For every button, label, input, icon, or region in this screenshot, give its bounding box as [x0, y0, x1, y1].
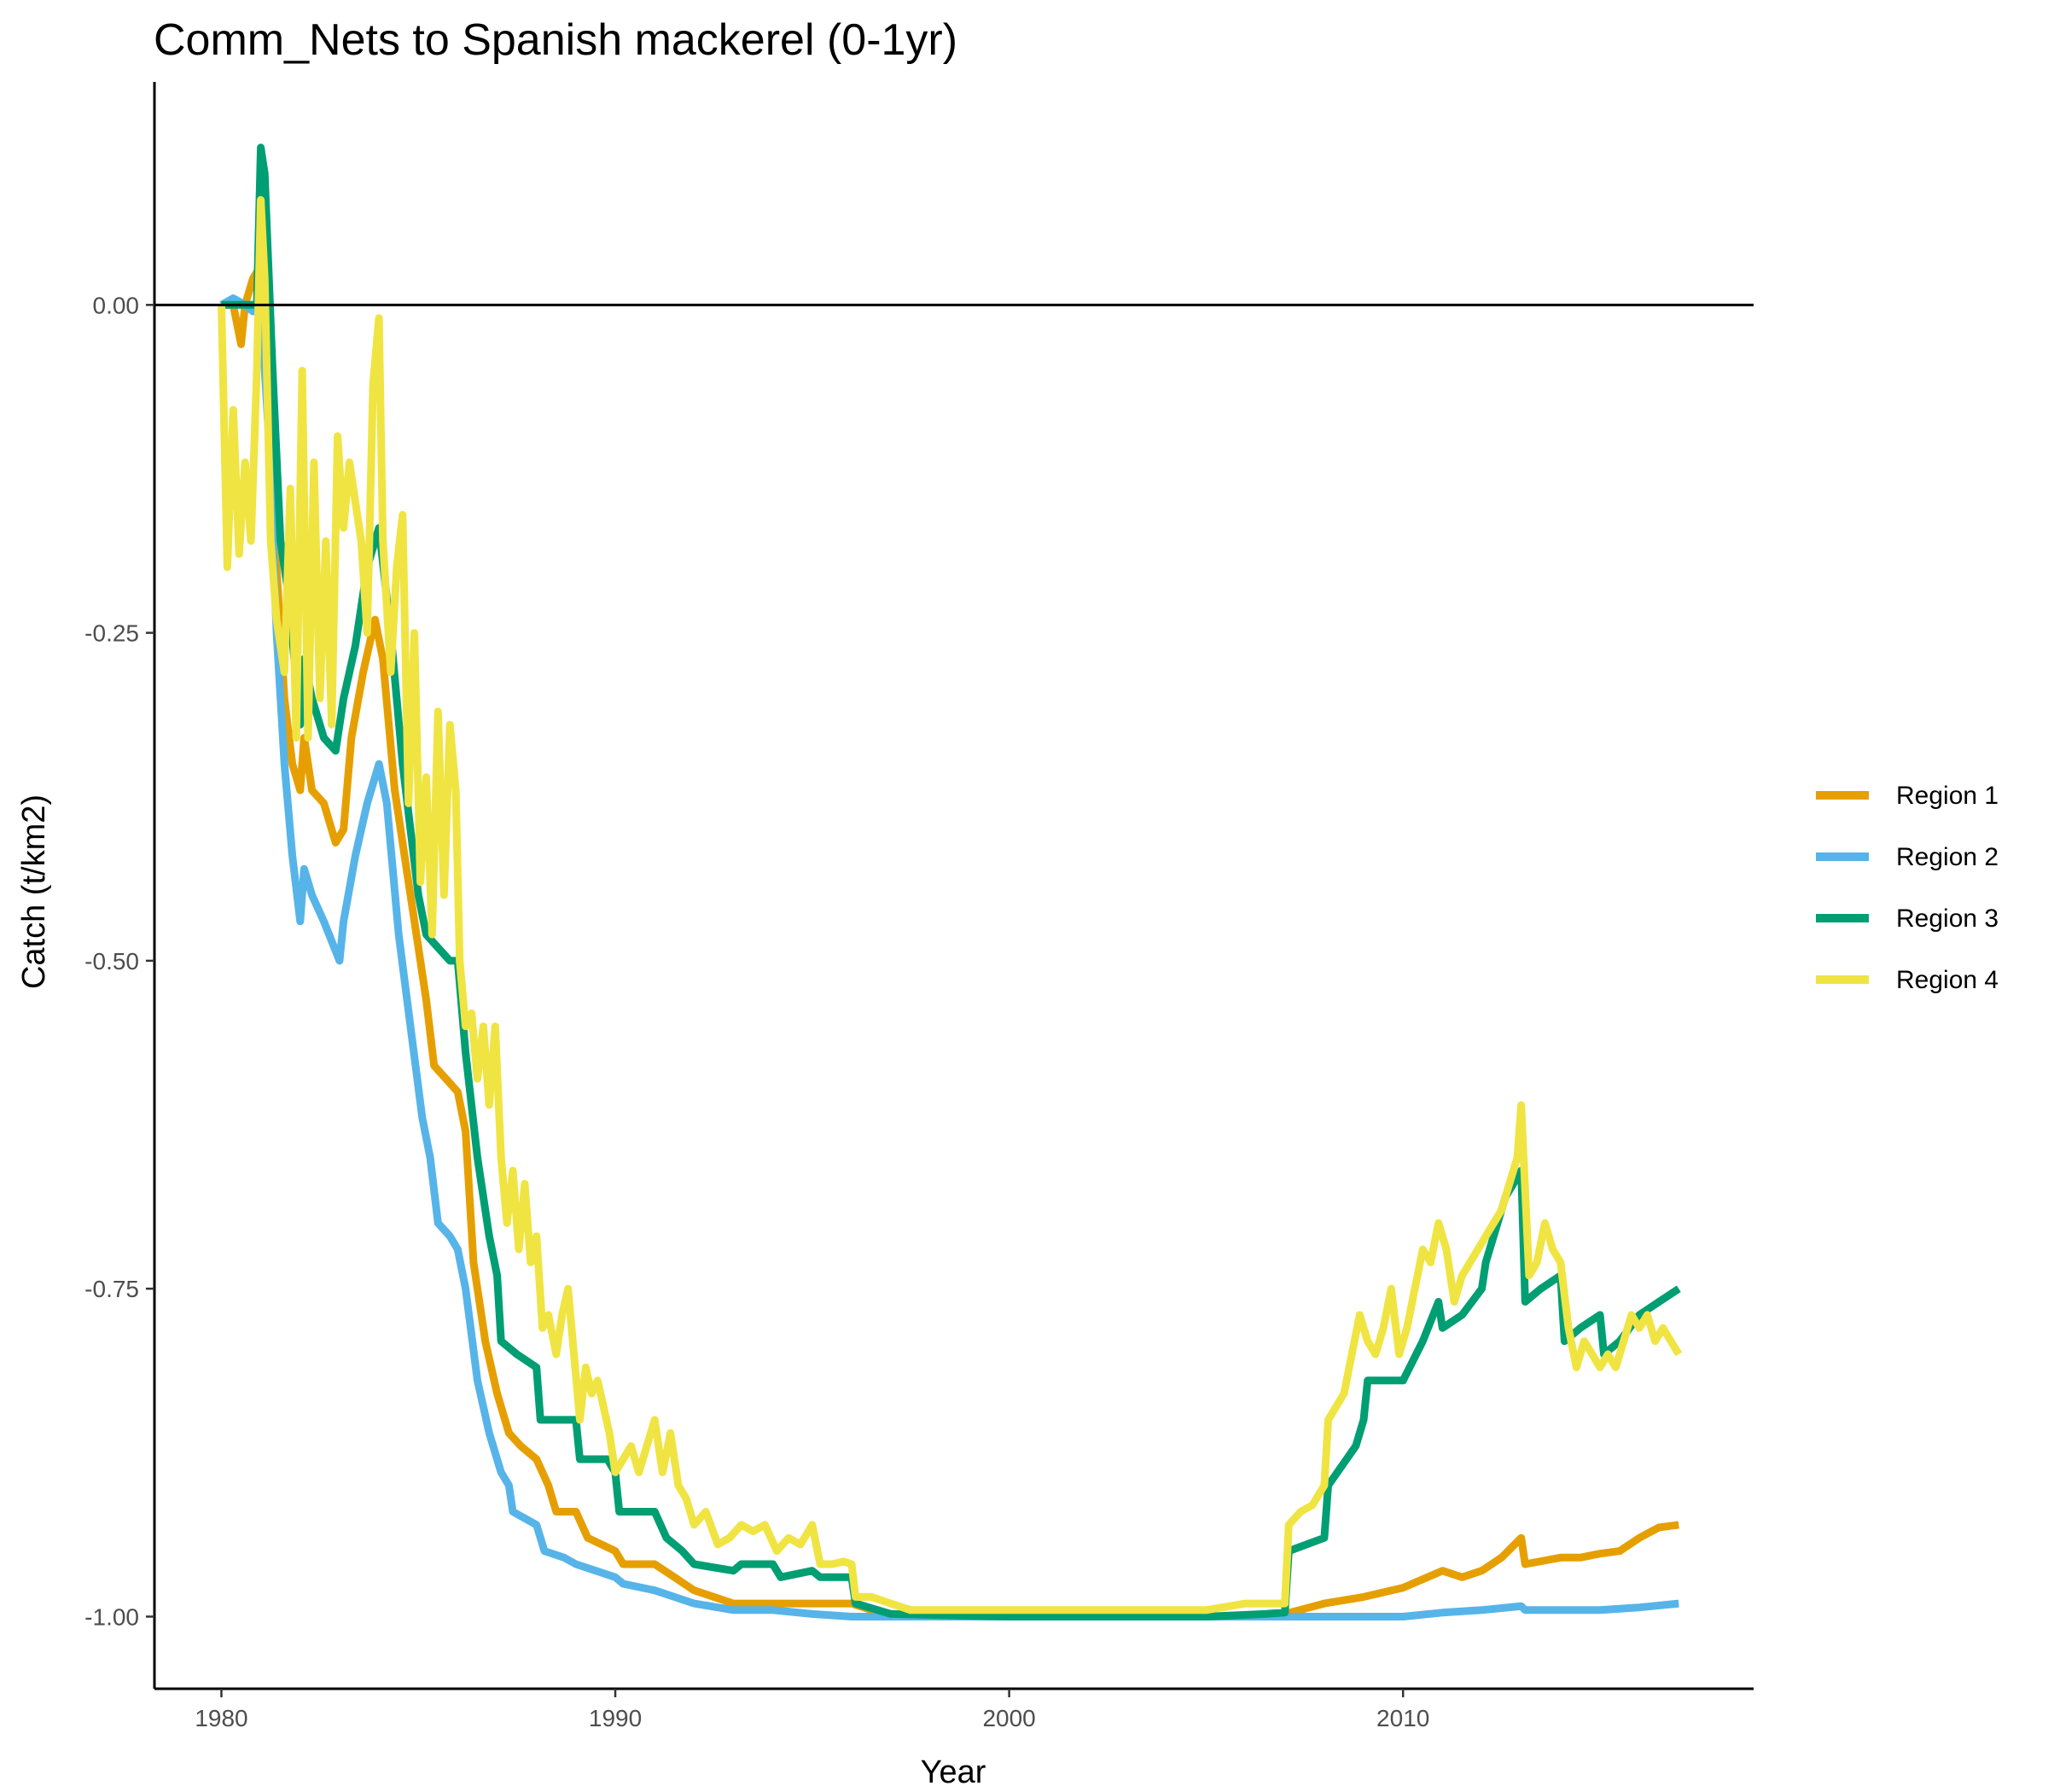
series-line-region-4 — [218, 195, 1683, 1615]
y-tick-label: -0.50 — [84, 948, 139, 975]
x-tick-label: 2000 — [982, 1705, 1035, 1731]
y-tick-label: 0.00 — [93, 292, 140, 318]
legend-label-region-3: Region 3 — [1896, 905, 1999, 933]
series-line-region-2 — [219, 294, 1679, 1620]
y-tick-label: -0.75 — [84, 1276, 139, 1302]
x-tick-label: 1990 — [589, 1705, 642, 1731]
y-axis: 0.00 -0.25 -0.50 -0.75 -1.00 — [84, 292, 154, 1630]
legend-label-region-1: Region 1 — [1896, 782, 1999, 810]
x-tick-label: 1980 — [195, 1705, 247, 1731]
legend-label-region-2: Region 2 — [1896, 843, 1999, 871]
x-axis: 1980 1990 2000 2010 — [195, 1689, 1429, 1731]
y-tick-label: -1.00 — [84, 1603, 139, 1630]
legend: Region 1 Region 2 Region 3 Region 4 — [1816, 782, 1999, 994]
x-axis-title: Year — [921, 1754, 986, 1790]
chart-title: Comm_Nets to Spanish mackerel (0-1yr) — [154, 15, 957, 65]
y-axis-title: Catch (t/km2) — [16, 794, 52, 989]
legend-label-region-4: Region 4 — [1896, 966, 1999, 994]
series-line-region-3 — [221, 143, 1681, 1620]
series-line-region-1 — [221, 261, 1679, 1620]
plot-panel — [153, 82, 1754, 1690]
y-tick-label: -0.25 — [84, 620, 139, 647]
x-tick-label: 2010 — [1376, 1705, 1429, 1731]
